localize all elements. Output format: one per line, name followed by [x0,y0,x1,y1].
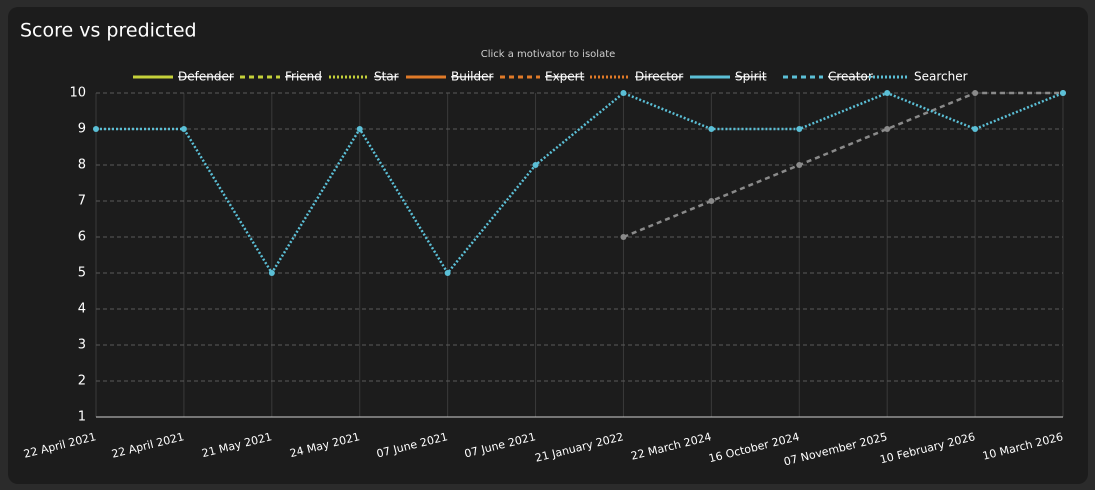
point [796,126,803,132]
x-tick-label: 24 May 2021 [288,430,361,460]
point [796,162,803,168]
x-tick-label: 07 June 2021 [463,430,537,460]
legend-item[interactable]: Director [590,70,683,84]
point [444,270,451,276]
point [93,126,99,132]
legend-label: Expert [545,70,585,84]
legend-label: Friend [285,70,322,84]
y-tick-label: 2 [78,374,86,389]
point [180,126,187,132]
x-tick-label: 22 March 2024 [630,430,713,463]
legend-item[interactable]: Searcher [869,70,968,84]
chart-subtitle: Click a motivator to isolate [481,49,616,60]
y-tick-label: 9 [78,122,86,137]
legend-item[interactable]: Creator [783,70,873,84]
point [972,126,979,132]
point [620,234,627,240]
x-tick-label: 10 February 2026 [879,430,977,466]
y-tick-label: 4 [78,302,86,317]
legend-item[interactable]: Friend [240,70,322,84]
legend-label: Searcher [914,70,968,84]
point [708,198,715,204]
point [620,90,627,96]
legend-label: Star [374,70,399,84]
legend-item[interactable]: Spirit [690,70,767,84]
point [708,126,715,132]
legend-label: Spirit [735,70,767,84]
card [8,7,1088,484]
point [972,90,979,96]
y-tick-label: 7 [78,194,86,209]
y-tick-label: 5 [78,266,86,281]
point [268,270,275,276]
legend-item[interactable]: Star [329,70,399,84]
series-line [622,91,1063,239]
point [532,162,539,168]
x-tick-label: 22 April 2021 [22,430,97,461]
point [884,126,891,132]
point [1060,90,1066,96]
chart-title: Score vs predicted [20,20,197,42]
legend-label: Builder [451,70,494,84]
y-tick-label: 10 [69,86,86,101]
x-tick-label: 07 June 2021 [375,430,449,460]
legend-item[interactable]: Expert [500,70,585,84]
legend-label: Creator [828,70,873,84]
y-tick-label: 8 [78,158,86,173]
x-tick-label: 21 January 2022 [534,430,625,465]
point [884,90,891,96]
point [356,126,363,132]
y-tick-label: 1 [78,410,86,425]
legend-item[interactable]: Defender [133,70,234,84]
x-tick-label: 22 April 2021 [110,430,185,461]
series-line [96,91,1064,276]
x-tick-label: 21 May 2021 [201,430,274,460]
legend-label: Director [635,70,683,84]
y-tick-label: 6 [78,230,86,245]
legend-item[interactable]: Builder [406,70,494,84]
y-tick-label: 3 [78,338,86,353]
x-tick-label: 10 March 2026 [981,430,1064,463]
legend-label: Defender [178,70,234,84]
